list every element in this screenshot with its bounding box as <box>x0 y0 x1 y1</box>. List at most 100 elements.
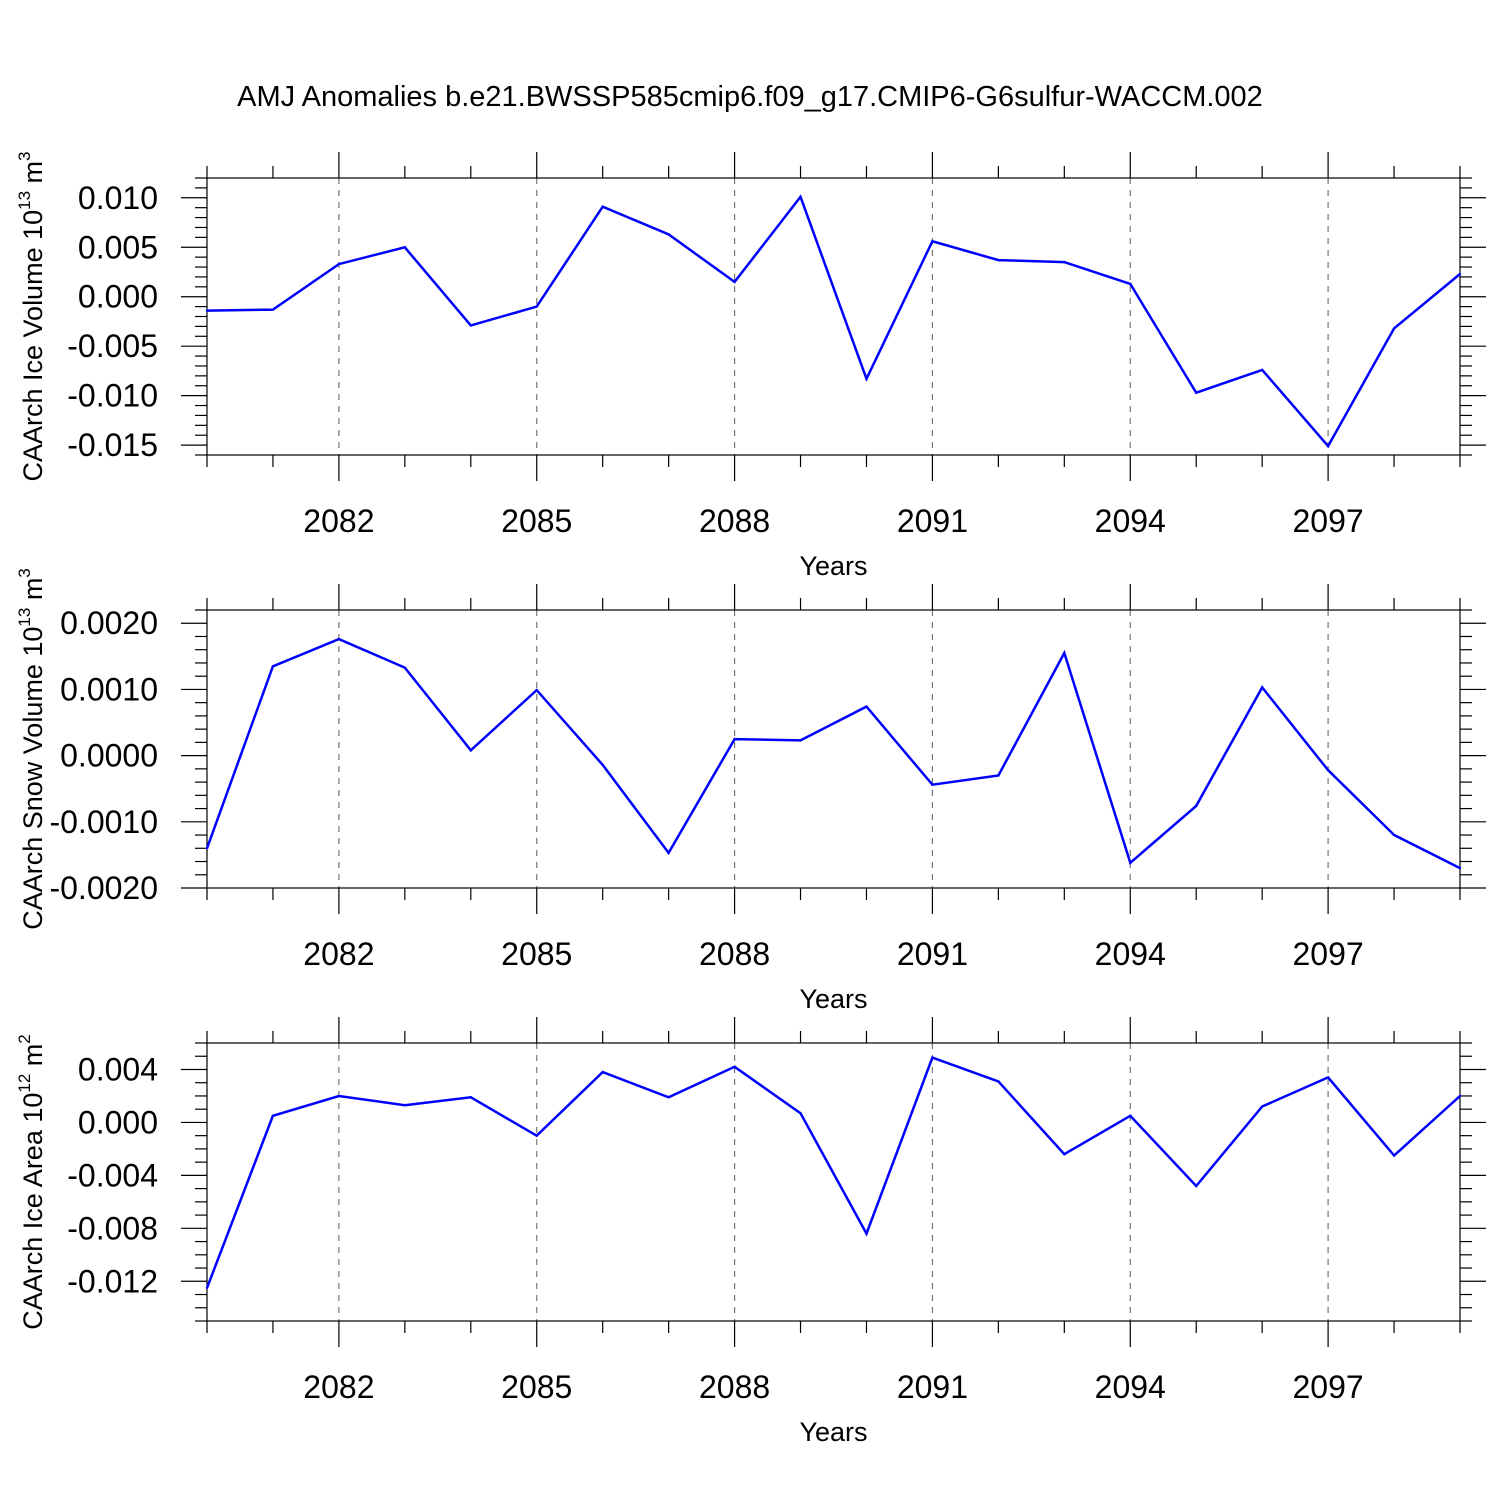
ice-area-ytick-label: -0.012 <box>67 1263 158 1299</box>
ice-area-data-point <box>931 1056 934 1059</box>
ice-volume-ytick-label: -0.015 <box>67 427 158 463</box>
ice-volume-ytick-label: 0.005 <box>78 229 158 265</box>
ice-area-data-point <box>667 1096 670 1099</box>
ice-area-ytick-label: -0.004 <box>67 1157 158 1193</box>
ice-area-y-axis-title-unit-exp: 2 <box>15 1034 34 1043</box>
snow-volume-data-point <box>601 763 604 767</box>
ice-volume-data-point <box>1458 272 1462 276</box>
snow-volume-data-point <box>1392 833 1396 837</box>
ice-area-ytick-label: -0.008 <box>67 1210 158 1246</box>
ice-volume-plot-frame <box>206 177 1461 456</box>
ice-volume-xtick-label: 2085 <box>501 503 572 539</box>
ice-volume-y-axis-title: CAArch Ice Volume 1013 m3 <box>15 151 48 481</box>
ice-volume-y-axis-title-unit: m <box>18 161 48 191</box>
snow-volume-series-line <box>205 637 1461 870</box>
ice-volume-ytick-label: -0.010 <box>67 378 158 414</box>
ice-area-data-point <box>535 1134 538 1137</box>
snow-volume-data-point <box>931 783 934 786</box>
ice-volume-data-point <box>271 308 275 311</box>
ice-volume-data-point <box>1392 327 1396 330</box>
snow-volume-plot-frame <box>206 609 1461 889</box>
snow-volume-data-point <box>667 851 670 855</box>
ice-area-ytick-label: 0.000 <box>78 1104 158 1140</box>
snow-volume-ytick-label: 0.0010 <box>60 671 158 707</box>
ice-volume-ytick-label: 0.010 <box>78 180 158 216</box>
snow-volume-data-point <box>1063 651 1066 655</box>
ice-area-y-axis-title-unit: m <box>18 1044 48 1074</box>
ice-area-data-point <box>205 1286 209 1290</box>
ice-volume-y-axis-title-exp: 13 <box>15 191 34 210</box>
snow-volume-y-axis-title-unit: m <box>18 578 48 608</box>
ice-volume-data-point <box>1326 444 1330 448</box>
snow-volume-data-point <box>535 688 538 692</box>
ice-volume-data-point <box>997 258 1000 262</box>
ice-volume-y-axis-title-unit-exp: 3 <box>15 151 34 160</box>
ice-area-data-point <box>799 1111 802 1115</box>
ice-area-data-point <box>337 1094 341 1098</box>
ice-area-y-axis-title-text: CAArch Ice Area 10 <box>18 1093 48 1330</box>
snow-volume-xtick-label: 2091 <box>897 936 968 972</box>
snow-volume-data-point <box>469 749 472 752</box>
ice-area-data-point <box>1129 1114 1132 1118</box>
ice-area-data-point <box>997 1080 1000 1083</box>
ice-volume-data-point <box>1063 260 1066 264</box>
snow-volume-data-point <box>733 737 736 741</box>
ice-area-xtick-label: 2085 <box>501 1369 572 1405</box>
ice-area-data-point <box>271 1114 275 1118</box>
ice-area-xtick-label: 2082 <box>303 1369 374 1405</box>
ice-volume-data-point <box>1129 282 1132 286</box>
snow-volume-data-point <box>1326 768 1330 772</box>
snow-volume-data-point <box>1458 866 1462 870</box>
ice-volume-data-point <box>535 305 538 308</box>
ice-volume-xtick-label: 2088 <box>699 503 770 539</box>
ice-area-xtick-label: 2097 <box>1293 1369 1364 1405</box>
ice-area-data-point <box>733 1065 736 1069</box>
ice-area-data-point <box>403 1104 407 1107</box>
ice-area-data-point <box>865 1232 868 1235</box>
ice-area-xtick-label: 2091 <box>897 1369 968 1405</box>
snow-volume-xtick-label: 2085 <box>501 936 572 972</box>
snow-volume-ytick-label: -0.0020 <box>49 870 158 906</box>
ice-area-data-point <box>1458 1094 1462 1098</box>
snow-volume-data-point <box>337 637 341 641</box>
ice-volume-data-point <box>205 309 209 312</box>
ice-area-data-point <box>601 1070 604 1074</box>
ice-volume-data-point <box>601 205 604 208</box>
snow-volume-ytick-label: -0.0010 <box>49 804 158 840</box>
ice-volume-ytick-label: 0.000 <box>78 279 158 315</box>
ice-area-data-point <box>1063 1153 1066 1156</box>
ice-volume-xtick-label: 2094 <box>1095 503 1166 539</box>
ice-area-data-point <box>1326 1076 1330 1079</box>
panel-ice-volume: 0.010 0.005 0.000 -0.005 -0.010 -0.015 2082 208… <box>15 151 1486 581</box>
snow-volume-y-axis-title-unit-exp: 3 <box>15 568 34 577</box>
ice-area-y-axis-title-exp: 12 <box>15 1074 34 1093</box>
ice-area-xtick-label: 2088 <box>699 1369 770 1405</box>
snow-volume-ytick-label: 0.0020 <box>60 605 158 641</box>
ice-area-xtick-label: 2094 <box>1095 1369 1166 1405</box>
ice-volume-data-point <box>667 233 670 236</box>
ice-area-ytick-label: 0.004 <box>78 1051 158 1087</box>
snow-volume-data-point <box>205 847 209 850</box>
snow-volume-data-point <box>1195 804 1198 808</box>
ice-volume-series-line <box>206 194 1461 449</box>
ice-volume-ytick-label: -0.005 <box>67 328 158 364</box>
ice-area-data-point <box>1260 1105 1264 1108</box>
snow-volume-data-point <box>403 666 407 669</box>
snow-volume-data-point <box>271 665 275 668</box>
snow-volume-y-axis-title-text: CAArch Snow Volume 10 <box>18 627 48 930</box>
ice-area-series-line <box>205 1056 1461 1289</box>
snow-volume-y-axis-title: CAArch Snow Volume 1013 m3 <box>15 568 48 930</box>
ice-volume-data-point <box>931 240 934 243</box>
ice-area-plot-frame <box>206 1042 1461 1322</box>
ice-area-x-axis-title: Years <box>799 1417 867 1447</box>
ice-volume-data-point <box>733 280 736 284</box>
snow-volume-data-point <box>865 705 868 708</box>
snow-volume-data-point <box>1129 861 1132 865</box>
panel-snow-volume: 0.0020 0.0010 0.0000 -0.0010 -0.0020 2082 2085… <box>15 568 1486 1014</box>
ice-volume-data-point <box>799 195 802 198</box>
ice-volume-xtick-label: 2082 <box>303 503 374 539</box>
ice-volume-xtick-label: 2097 <box>1293 503 1364 539</box>
snow-volume-xtick-label: 2088 <box>699 936 770 972</box>
snow-volume-xtick-label: 2094 <box>1095 936 1166 972</box>
